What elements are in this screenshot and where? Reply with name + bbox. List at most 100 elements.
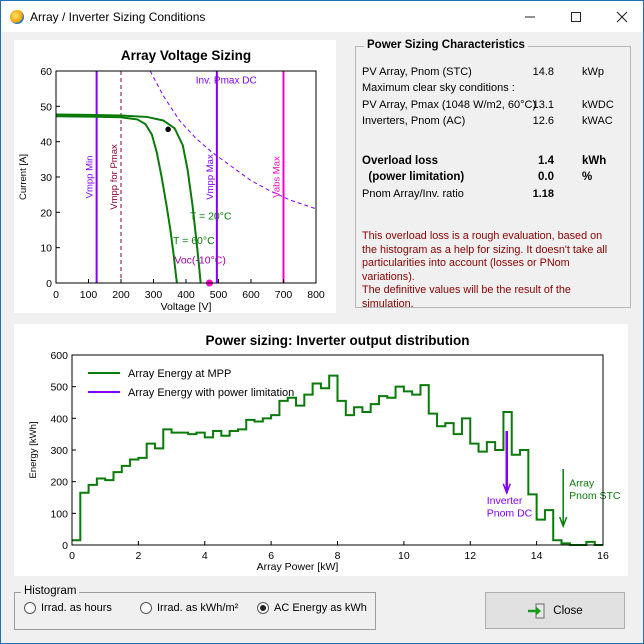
- voltage-limit-label: Vmpp Min: [85, 156, 96, 199]
- x-tick-label: 0: [53, 289, 59, 301]
- x-tick-label: 300: [145, 289, 163, 301]
- app-icon: [10, 10, 24, 24]
- note-line: the histogram as a help for sizing. It d…: [362, 243, 608, 256]
- x-tick-label: 200: [112, 289, 130, 301]
- inverter-pnom-label: Pnom DC: [487, 508, 533, 520]
- minimize-button[interactable]: [507, 1, 553, 32]
- x-tick-label: 100: [80, 289, 98, 301]
- iv-curve: [55, 115, 178, 284]
- chart-title: Array Voltage Sizing: [121, 48, 251, 63]
- pmax-curve: [149, 70, 317, 210]
- radio-circle: [140, 602, 152, 614]
- y-tick-label: 10: [40, 243, 52, 255]
- y-tick-label: 600: [50, 350, 68, 362]
- curve-label: T = 60°C: [173, 235, 215, 247]
- characteristic-label: Overload loss: [362, 155, 439, 167]
- title-bar: Array / Inverter Sizing Conditions: [0, 0, 644, 32]
- y-tick-label: 20: [40, 207, 52, 219]
- y-tick-label: 50: [40, 101, 52, 113]
- pnom-marker-arrowhead: [502, 483, 511, 495]
- histogram-title: Histogram: [21, 585, 80, 597]
- characteristic-value: 0.0: [538, 171, 554, 183]
- radio-label: Irrad. as kWh/m²: [157, 602, 239, 614]
- y-tick-label: 100: [50, 508, 68, 520]
- x-tick-label: 600: [242, 289, 260, 301]
- x-tick-label: 6: [268, 550, 274, 562]
- exit-arrow-icon: [528, 603, 545, 618]
- x-tick-label: 16: [597, 550, 609, 562]
- radio-label: AC Energy as kWh: [274, 602, 367, 614]
- characteristic-label: Inverters, Pnom (AC): [362, 115, 466, 127]
- radio-circle-selected: [257, 602, 269, 614]
- maximize-button[interactable]: [553, 1, 599, 32]
- radio-ac-energy[interactable]: AC Energy as kWh: [257, 602, 367, 614]
- characteristic-row: Inverters, Pnom (AC) 12.6 kWAC: [362, 115, 624, 129]
- characteristic-value: 1.18: [532, 188, 554, 200]
- radio-irrad-kwh[interactable]: Irrad. as kWh/m²: [140, 602, 238, 614]
- y-tick-label: 0: [62, 540, 68, 552]
- close-button[interactable]: Close: [485, 592, 625, 629]
- x-tick-label: 700: [275, 289, 293, 301]
- x-tick-label: 12: [464, 550, 476, 562]
- voltage-limit-label: Vmpp Max: [205, 154, 216, 200]
- power-distribution-chart: Power sizing: Inverter output distributi…: [28, 333, 621, 573]
- characteristic-label: PV Array, Pmax (1048 W/m2, 60°C): [362, 99, 537, 111]
- overload-note: This overload loss is a rough evaluation…: [362, 230, 624, 311]
- characteristics-group: Power Sizing Characteristics PV Array, P…: [355, 39, 631, 311]
- characteristic-label: Maximum clear sky conditions :: [362, 82, 515, 94]
- energy-step-line: [72, 374, 603, 546]
- voc-label: Voc(-10°C): [174, 254, 225, 266]
- legend-label: Array Energy at MPP: [128, 368, 231, 380]
- note-line: particularities into account (losses or …: [362, 257, 570, 269]
- characteristic-row: Overload loss 1.4 kWh: [362, 155, 624, 169]
- radio-irrad-hours[interactable]: Irrad. as hours: [24, 602, 112, 614]
- y-tick-label: 30: [40, 172, 52, 184]
- window-title: Array / Inverter Sizing Conditions: [30, 10, 206, 24]
- note-line: The definitive values will be the result…: [362, 284, 571, 296]
- x-tick-label: 10: [398, 550, 410, 562]
- characteristic-value: 1.4: [538, 155, 554, 167]
- close-button-label: Close: [553, 604, 583, 617]
- characteristic-unit: kWAC: [582, 115, 613, 127]
- x-axis-label: Array Power [kW]: [257, 561, 339, 573]
- characteristic-label: Pnom Array/Inv. ratio: [362, 188, 464, 200]
- x-tick-label: 2: [135, 550, 141, 562]
- characteristics-title: Power Sizing Characteristics: [364, 39, 528, 51]
- voltage-sizing-chart: Array Voltage Sizing Inv. Pmax DC Vmpp Min…: [18, 48, 325, 313]
- legend-label: Array Energy with power limitation: [128, 387, 294, 399]
- x-tick-label: 8: [335, 550, 341, 562]
- characteristic-label: PV Array, Pnom (STC): [362, 66, 472, 78]
- characteristic-unit: kWDC: [582, 99, 614, 111]
- characteristic-row: PV Array, Pmax (1048 W/m2, 60°C) 13.1 kWDC: [362, 99, 624, 113]
- characteristic-unit: kWh: [582, 155, 607, 167]
- voltage-chart-panel: Array Voltage Sizing Inv. Pmax DC Vmpp Min…: [14, 40, 336, 313]
- y-tick-label: 500: [50, 382, 68, 394]
- radio-circle: [24, 602, 36, 614]
- characteristic-unit: %: [582, 171, 593, 183]
- y-tick-label: 200: [50, 477, 68, 489]
- voltage-limit-label: Vmpp for Pmax: [109, 144, 120, 210]
- x-tick-label: 800: [307, 289, 325, 301]
- pmax-label: Inv. Pmax DC: [196, 75, 257, 86]
- close-icon: [616, 11, 628, 22]
- x-tick-label: 0: [69, 550, 75, 562]
- voltage-limit-label: Vabs Max: [272, 156, 283, 198]
- y-tick-label: 0: [46, 278, 52, 290]
- close-window-button[interactable]: [599, 1, 644, 32]
- characteristic-row: Pnom Array/Inv. ratio 1.18: [362, 188, 624, 202]
- iv-curve: [55, 113, 202, 284]
- characteristic-row: PV Array, Pnom (STC) 14.8 kWp: [362, 66, 624, 80]
- y-axis-label: Energy [kWh]: [28, 421, 39, 478]
- note-line: This overload loss is a rough evaluation…: [362, 230, 603, 242]
- inverter-pnom-label: Inverter: [487, 495, 523, 507]
- y-tick-label: 400: [50, 413, 68, 425]
- characteristic-row: Maximum clear sky conditions :: [362, 82, 624, 96]
- characteristic-label: (power limitation): [362, 171, 465, 183]
- y-tick-label: 300: [50, 445, 68, 457]
- characteristic-value: 12.6: [532, 115, 554, 127]
- note-line: variations).: [362, 270, 415, 283]
- characteristic-value: 13.1: [532, 99, 554, 111]
- y-tick-label: 40: [40, 137, 52, 149]
- y-tick-label: 60: [40, 66, 52, 78]
- distribution-chart-panel: Power sizing: Inverter output distributi…: [14, 324, 628, 576]
